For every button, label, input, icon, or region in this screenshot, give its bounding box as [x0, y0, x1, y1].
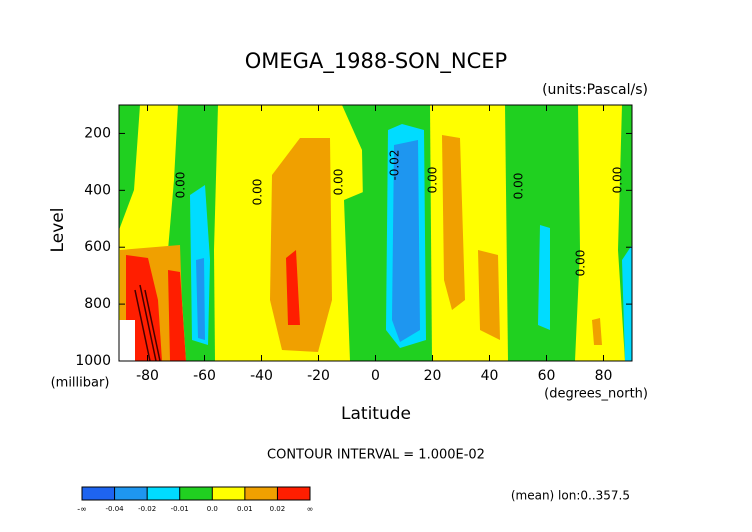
colorbar-end: -∞ [77, 505, 87, 514]
colorbar-swatch [277, 487, 310, 500]
x-axis-label: Latitude [341, 404, 411, 424]
y-tick-label: 200 [84, 125, 111, 141]
x-tick-label: 0 [371, 368, 380, 384]
colorbar-label: 0.02 [270, 505, 286, 513]
y-tick-label: 800 [84, 296, 111, 312]
contour-interval: CONTOUR INTERVAL = 1.000E-02 [267, 448, 485, 463]
contour-label: 0.00 [512, 173, 526, 200]
x-tick-label: -60 [193, 368, 216, 384]
y-tick-label: 1000 [75, 353, 111, 369]
x-tick-label: 20 [424, 368, 442, 384]
colorbar-swatch [179, 487, 213, 500]
x-tick-label: -20 [307, 368, 330, 384]
units: (units:Pascal/s) [542, 82, 648, 98]
colorbar-frame [81, 486, 311, 501]
x-tick-label: -80 [136, 368, 159, 384]
y-axis-label: Level [48, 208, 68, 253]
colorbar-label: -0.02 [138, 505, 156, 513]
colorbar-swatch [212, 487, 245, 500]
x-unit: (degrees_north) [544, 387, 648, 402]
contour-label: 0.00 [574, 250, 588, 277]
y-tick-label: 600 [84, 239, 111, 255]
colorbar-label: 0.0 [207, 505, 218, 513]
colorbar-swatch [147, 487, 180, 500]
mean-note: (mean) lon:0..357.5 [511, 489, 630, 503]
y-unit: (millibar) [51, 376, 110, 391]
contour-label: 0.00 [251, 179, 265, 206]
contour-label: 0.00 [426, 167, 440, 194]
colorbar-label: -0.04 [106, 505, 125, 513]
x-tick-label: 80 [595, 368, 613, 384]
x-tick-label: 40 [481, 368, 499, 384]
chart-title: OMEGA_1988-SON_NCEP [245, 49, 507, 74]
x-tick-label: -40 [250, 368, 273, 384]
contour-label: -0.02 [388, 149, 402, 180]
colorbar-label: -0.01 [171, 505, 189, 513]
contour-label: 0.00 [611, 167, 625, 194]
y-tick-label: 400 [84, 182, 111, 198]
contour-field [119, 105, 632, 362]
colorbar-label: 0.01 [237, 505, 253, 513]
contour-label: 0.00 [332, 169, 346, 196]
colorbar-swatch [244, 487, 278, 500]
contour-label: 0.00 [174, 172, 188, 199]
colorbar-swatch [82, 487, 115, 500]
colorbar-swatch [114, 487, 148, 500]
colorbar-end: ∞ [307, 505, 314, 514]
x-tick-label: 60 [538, 368, 556, 384]
